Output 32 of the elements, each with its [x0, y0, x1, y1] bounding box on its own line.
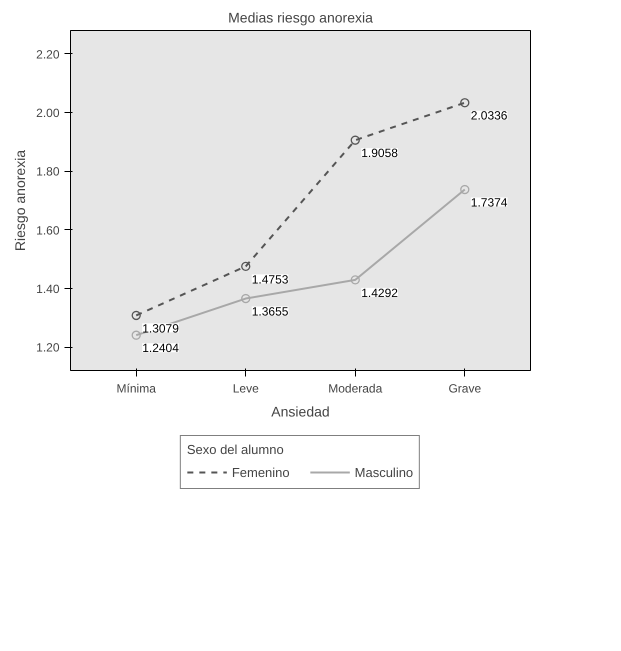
data-label: 1.9058 [361, 146, 398, 160]
data-label: 1.3655 [252, 304, 289, 319]
data-label: 1.3079 [142, 321, 180, 336]
data-label: 1.2404 [142, 341, 180, 356]
x-axis-title: Ansiedad [271, 404, 330, 420]
data-label: 2.0336 [470, 108, 508, 123]
x-tick-label: Grave [448, 382, 482, 396]
legend-title: Sexo del alumno [186, 442, 285, 457]
x-tick-label: Moderada [328, 382, 383, 396]
y-tick-label: 1.80 [36, 164, 60, 179]
y-tick-label: 1.60 [36, 223, 60, 238]
x-tick-label: Mínima [116, 382, 156, 396]
point [460, 98, 470, 108]
point [132, 310, 141, 320]
x-tick-label: Leve [232, 382, 260, 396]
legend-label: Masculino [354, 464, 414, 480]
y-tick-label: 1.40 [36, 282, 60, 296]
data-label: 1.4292 [361, 286, 398, 300]
y-axis-title: Riesgo anorexia [12, 150, 28, 252]
data-label: 1.4753 [252, 272, 289, 286]
point [132, 330, 141, 340]
point [460, 184, 470, 194]
y-tick-label: 2.20 [36, 47, 60, 62]
point [241, 294, 250, 304]
point [241, 262, 250, 271]
y-tick-label: 1.20 [36, 340, 60, 355]
legend-label: Femenino [232, 464, 290, 480]
y-tick-label: 2.00 [36, 106, 60, 120]
data-label: 1.7374 [470, 196, 508, 210]
chart-title: Medias riesgo anorexia [228, 10, 374, 26]
point [350, 275, 360, 285]
point [350, 136, 360, 145]
